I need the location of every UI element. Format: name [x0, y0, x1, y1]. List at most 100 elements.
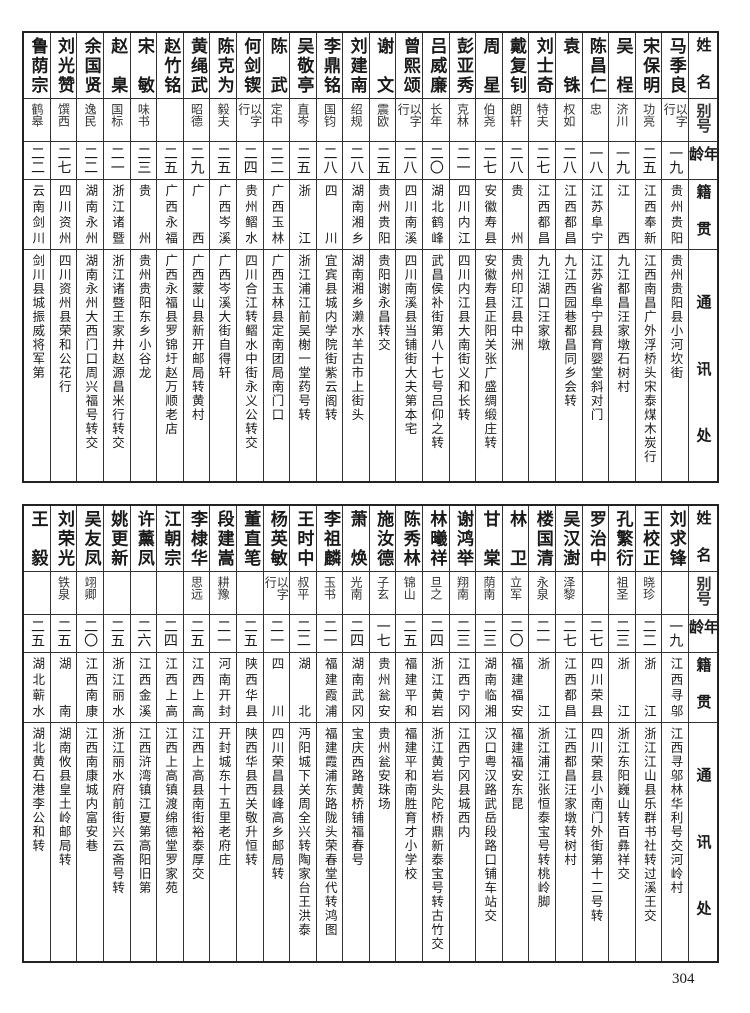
cell-address: 江西上高县南街裕泰厚交	[184, 723, 210, 961]
cell-name-text: 杨英敏	[266, 510, 287, 566]
cell-age-text: 二三	[614, 619, 631, 647]
cell-alias-text: 味书	[136, 103, 151, 127]
cell-alias: 国标	[103, 99, 130, 142]
person-column: 吴友凤 翊卿 二〇 江西南康 江西南康城内富安巷	[76, 506, 103, 961]
cell-address-text: 九江西园巷都昌同乡会转	[562, 254, 578, 408]
cell-native: 湖北蕲水	[24, 653, 50, 723]
cell-age: 二五	[290, 142, 316, 180]
cell-name: 孔繁衍	[609, 506, 635, 572]
cell-alias-text: 逸民	[83, 103, 98, 127]
header-native: 籍贯	[689, 180, 717, 250]
cell-age-text: 二五	[161, 146, 178, 174]
cell-age: 二二	[77, 142, 103, 180]
cell-name: 萧焕	[343, 506, 369, 572]
cell-age: 二二	[290, 615, 316, 653]
cell-name-text: 李棣华	[187, 510, 208, 566]
cell-address: 湖南永州大西门口周兴福号转交	[77, 250, 103, 481]
cell-age: 二七	[556, 615, 582, 653]
person-column: 宋保明 功亮 二五 江西奉新 江西南昌广外浮桥头宋泰煤木炭行	[634, 33, 662, 481]
cell-name-text: 戴复钊	[506, 37, 527, 93]
cell-name: 鲁荫宗	[24, 33, 50, 99]
cell-name: 袁铢	[556, 33, 582, 99]
cell-name-text: 甘棠	[479, 510, 500, 566]
cell-age-text: 二一	[108, 146, 125, 174]
cell-native: 广西岑溪	[210, 180, 236, 250]
cell-age-text: 二一	[268, 619, 285, 647]
cell-name: 吕威廉	[423, 33, 449, 99]
cell-name: 吴桯	[609, 33, 635, 99]
cell-native-text: 江西奉新	[641, 184, 657, 244]
cell-alias: 绍规	[343, 99, 369, 142]
person-column: 施汝德 子玄 一七 贵州瓮安 贵州瓮安珠场	[368, 506, 396, 961]
cell-address: 浙江丽水府前街兴云斋号转	[104, 723, 130, 961]
cell-address: 江西寻邬林华利号交河岭村	[662, 723, 688, 961]
person-column: 刘求锋 一九 江西寻邬 江西寻邬林华利号交河岭村	[661, 506, 688, 961]
cell-age: 二一	[210, 615, 236, 653]
cell-age: 二三	[476, 615, 502, 653]
cell-name: 李鼎铭	[316, 33, 343, 99]
cell-name-text: 董直笔	[240, 510, 261, 566]
cell-age-text: 二七	[481, 146, 498, 174]
cell-native-text: 江西上高	[189, 657, 205, 717]
cell-address: 剑川县城振威将军第	[24, 250, 50, 481]
cell-age-text: 二七	[55, 146, 72, 174]
cell-alias-text: 特夫	[535, 103, 550, 127]
cell-age: 二二	[263, 142, 290, 180]
cell-name: 王时中	[290, 506, 316, 572]
header-alias: 别号	[689, 99, 717, 142]
person-column: 林卫 立军 二〇 福建福安 福建福安东昆	[501, 506, 529, 961]
cell-alias: 子玄	[369, 572, 396, 615]
cell-age-text: 二一	[215, 619, 232, 647]
cell-age-text: 二八	[321, 146, 338, 174]
cell-alias	[24, 572, 50, 615]
cell-native: 贵州鳛水	[236, 180, 263, 250]
cell-address: 贵州贵阳东乡小谷龙	[131, 250, 157, 481]
cell-age: 二九	[183, 142, 210, 180]
cell-address: 贵阳谢永昌转交	[370, 250, 396, 481]
cell-address: 浙江诸暨王家井赵源昌米行转交	[104, 250, 130, 481]
cell-native-text: 湖北蕲水	[30, 657, 46, 717]
cell-address-text: 四川荣县小南门外街第十二号转	[588, 727, 604, 923]
cell-age: 二五	[183, 615, 210, 653]
cell-age: 二五	[369, 142, 396, 180]
person-column: 王校正 晓珍 二二 浙江 浙江江山县乐群书社转过溪王交	[634, 506, 662, 961]
cell-name: 林曦祥	[423, 506, 449, 572]
cell-native-text: 四川	[322, 184, 338, 244]
cell-alias-text: 克林	[455, 103, 470, 127]
cell-name-text: 陈秀林	[399, 510, 420, 566]
cell-alias: 忠	[582, 99, 609, 142]
cell-address: 宜宾县城内学院街紫云阁转	[317, 250, 343, 481]
cell-alias-text: 直岑	[295, 103, 310, 127]
cell-age: 二八	[502, 142, 529, 180]
cell-age-text: 二五	[401, 619, 418, 647]
header-column: 姓名 别号 年龄 籍贯 通讯处	[688, 33, 717, 481]
cell-native-text: 江西都昌	[562, 184, 578, 244]
cell-alias: 光南	[343, 572, 369, 615]
cell-name: 陈武	[263, 33, 290, 99]
cell-address-text: 四川内江县大南街义和长转	[455, 254, 471, 422]
person-column: 甘棠 荫南 二三 湖南临湘 汉口粤汉路武岳段路口铺车站交	[475, 506, 502, 961]
header-native-text: 籍贯	[694, 184, 713, 236]
header-age: 年龄	[689, 615, 717, 653]
cell-name-text: 段建嵩	[213, 510, 234, 566]
cell-address-text: 广西玉林县定南团局南门口	[269, 254, 285, 422]
cell-alias-text: 济川	[615, 103, 630, 127]
header-alias-text: 别号	[694, 103, 713, 133]
person-column: 吴敬亭 直岑 二五 浙江 浙江浦江前吴榭一堂药号转	[289, 33, 316, 481]
cell-age: 二一	[316, 615, 343, 653]
cell-name-text: 李祖麟	[319, 510, 340, 566]
cell-native-text: 广西永福	[163, 184, 179, 244]
cell-native-text: 浙江	[615, 657, 631, 717]
cell-age-text: 二四	[161, 619, 178, 647]
cell-alias: 朗轩	[502, 99, 529, 142]
header-native-text: 籍贯	[694, 657, 713, 709]
cell-age-text: 二五	[374, 146, 391, 174]
cell-address: 贵州瓮安珠场	[370, 723, 396, 961]
cell-alias: 伯尧	[476, 99, 502, 142]
cell-native: 贵州贵阳	[369, 180, 396, 250]
cell-age-text: 二二	[640, 619, 657, 647]
cell-native-text: 四川	[269, 657, 285, 717]
person-column: 王毅 二五 湖北蕲水 湖北黄石港李公和转	[24, 506, 50, 961]
cell-name: 刘建南	[343, 33, 369, 99]
cell-address-text: 贵阳谢永昌转交	[375, 254, 391, 352]
